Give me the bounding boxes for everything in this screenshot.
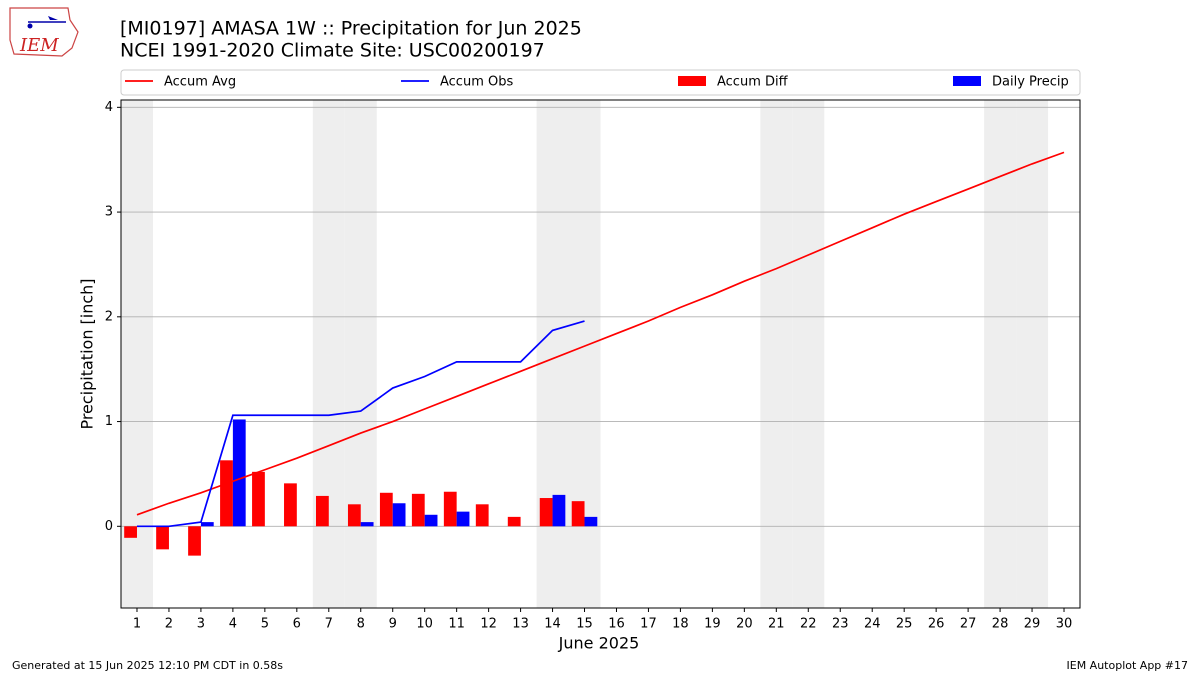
- bar: [475, 504, 489, 527]
- x-tick-label: 10: [416, 617, 433, 632]
- legend-box: [120, 69, 1081, 96]
- line: [136, 320, 585, 528]
- logo-text: IEM: [19, 35, 59, 56]
- bar: [392, 503, 406, 527]
- logo: IEM: [9, 7, 79, 57]
- legend-label: Accum Obs: [440, 75, 513, 90]
- x-tick-label: 6: [293, 617, 301, 632]
- weekend-shade: [760, 100, 793, 608]
- x-tick-label: 2: [165, 617, 173, 632]
- y-tick-label: 1: [105, 414, 113, 429]
- x-tick-label: 19: [704, 617, 721, 632]
- bar: [443, 491, 457, 527]
- bar: [424, 514, 438, 527]
- y-tick-label: 4: [105, 100, 113, 115]
- bar: [315, 495, 329, 527]
- weekend-shade: [984, 100, 1017, 608]
- x-tick-label: 9: [389, 617, 397, 632]
- x-tick-label: 30: [1056, 617, 1073, 632]
- legend-label: Daily Precip: [992, 75, 1069, 90]
- x-tick-label: 26: [928, 617, 945, 632]
- bar: [571, 501, 585, 527]
- bar: [200, 522, 214, 527]
- y-tick-label: 0: [105, 519, 113, 534]
- bar: [347, 504, 361, 527]
- weekend-shade: [121, 100, 153, 608]
- x-tick-label: 11: [448, 617, 465, 632]
- x-tick-label: 4: [229, 617, 237, 632]
- bar: [252, 471, 265, 527]
- x-tick-label: 8: [357, 617, 365, 632]
- x-tick-label: 20: [736, 617, 753, 632]
- y-axis-label: Precipitation [inch]: [78, 278, 97, 429]
- bar: [584, 516, 598, 527]
- bar: [539, 498, 553, 527]
- footer-right: IEM Autoplot App #17: [1067, 659, 1189, 672]
- x-tick-label: 28: [992, 617, 1009, 632]
- x-axis-label: June 2025: [558, 634, 640, 653]
- x-tick-label: 25: [896, 617, 913, 632]
- bar: [232, 419, 246, 527]
- x-tick-label: 18: [672, 617, 689, 632]
- bar: [220, 460, 233, 527]
- legend-swatch: [678, 76, 706, 86]
- x-tick-label: 3: [197, 617, 205, 632]
- bar: [188, 526, 201, 556]
- x-tick-label: 22: [800, 617, 817, 632]
- legend-swatch: [953, 76, 981, 86]
- x-tick-label: 23: [832, 617, 849, 632]
- plot-frame: [120, 99, 1081, 609]
- x-tick-label: 24: [864, 617, 881, 632]
- bar: [507, 516, 521, 527]
- bar: [360, 522, 374, 527]
- bar: [284, 483, 297, 527]
- chart-title: [MI0197] AMASA 1W :: Precipitation for J…: [120, 18, 582, 40]
- x-tick-label: 14: [544, 617, 561, 632]
- bar: [156, 526, 169, 550]
- x-tick-label: 29: [1024, 617, 1041, 632]
- weekend-shade: [1016, 100, 1049, 608]
- y-tick-label: 2: [105, 309, 113, 324]
- x-tick-label: 1: [133, 617, 141, 632]
- legend-label: Accum Diff: [717, 75, 789, 90]
- x-tick-label: 27: [960, 617, 977, 632]
- x-tick-label: 7: [325, 617, 333, 632]
- x-tick-label: 12: [480, 617, 497, 632]
- x-tick-label: 21: [768, 617, 785, 632]
- x-tick-label: 15: [576, 617, 593, 632]
- chart-subtitle: NCEI 1991-2020 Climate Site: USC00200197: [120, 40, 545, 62]
- x-tick-label: 16: [608, 617, 625, 632]
- line: [136, 151, 1065, 516]
- weekend-shade: [568, 100, 601, 608]
- x-tick-label: 5: [261, 617, 269, 632]
- weekend-shade: [312, 100, 345, 608]
- bar: [124, 526, 137, 538]
- weekend-shade: [344, 100, 377, 608]
- legend-label: Accum Avg: [164, 75, 236, 90]
- footer-left: Generated at 15 Jun 2025 12:10 PM CDT in…: [12, 659, 283, 672]
- bar: [411, 493, 425, 527]
- x-tick-label: 13: [512, 617, 529, 632]
- bar: [456, 511, 470, 527]
- bar: [552, 494, 566, 527]
- x-tick-label: 17: [640, 617, 657, 632]
- weekend-shade: [792, 100, 825, 608]
- y-tick-label: 3: [105, 205, 113, 220]
- bar: [379, 492, 393, 527]
